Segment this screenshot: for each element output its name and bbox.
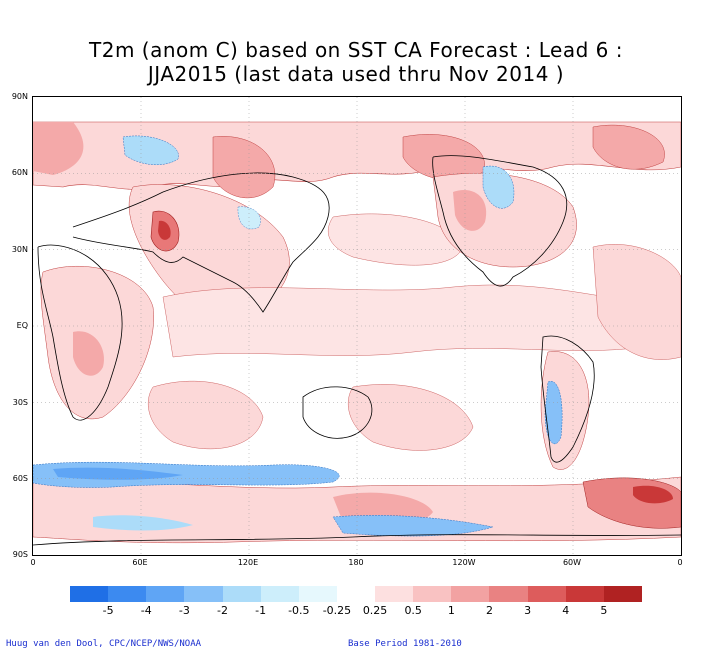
colorbar-label: -1 xyxy=(255,604,267,617)
colorbar-segment xyxy=(565,586,605,602)
colorbar-label: 5 xyxy=(600,604,608,617)
colorbar-label: -2 xyxy=(217,604,229,617)
colorbar-label: 0.25 xyxy=(362,604,388,617)
lat-tick-90n: 90N xyxy=(11,92,28,101)
colorbar-label: 1 xyxy=(447,604,455,617)
colorbar-segment xyxy=(489,586,529,602)
colorbar-label: -3 xyxy=(178,604,190,617)
lon-tick-60e: 60E xyxy=(132,558,148,567)
colorbar-label: 0.5 xyxy=(404,604,422,617)
colorbar-label: 4 xyxy=(562,604,570,617)
lat-tick-eq: EQ xyxy=(16,321,28,330)
lon-tick-120e: 120E xyxy=(237,558,259,567)
lon-tick-180: 180 xyxy=(348,558,364,567)
colorbar-label: 2 xyxy=(485,604,493,617)
lat-tick-30n: 30N xyxy=(11,245,28,254)
lon-tick-0-end: 0 xyxy=(677,558,683,567)
footer-base-period: Base Period 1981-2010 xyxy=(348,639,462,649)
colorbar-label: 3 xyxy=(524,604,532,617)
lon-tick-120w: 120W xyxy=(452,558,476,567)
colorbar-segment xyxy=(603,586,643,602)
colorbar-segment xyxy=(146,586,185,602)
colorbar-label: -0.25 xyxy=(322,604,352,617)
lat-tick-30s: 30S xyxy=(12,398,28,407)
colorbar-segment xyxy=(413,586,452,602)
colorbar-segment xyxy=(184,586,224,602)
graticule xyxy=(33,97,681,555)
cold-anomaly-regions xyxy=(33,135,563,537)
lat-tick-90s: 90S xyxy=(12,550,28,559)
colorbar-segment xyxy=(70,586,109,602)
colorbar-label: -5 xyxy=(102,604,114,617)
title-line-2: JJA2015 (last data used thru Nov 2014 ) xyxy=(147,62,565,86)
footer-credit: Huug van den Dool, CPC/NCEP/NWS/NOAA xyxy=(6,639,202,649)
colorbar-segment xyxy=(336,586,376,602)
colorbar-segment xyxy=(260,586,300,602)
map-canvas xyxy=(33,97,681,555)
lat-tick-60n: 60N xyxy=(11,168,28,177)
colorbar-segment xyxy=(375,586,414,602)
anomaly-map xyxy=(32,96,682,556)
colorbar-segment xyxy=(451,586,490,602)
colorbar-label: -4 xyxy=(140,604,152,617)
colorbar xyxy=(70,586,643,604)
colorbar-label: -0.5 xyxy=(288,604,310,617)
lat-tick-60s: 60S xyxy=(12,474,28,483)
title-line-1: T2m (anom C) based on SST CA Forecast : … xyxy=(89,38,623,62)
colorbar-segment xyxy=(527,586,567,602)
colorbar-segment xyxy=(108,586,147,602)
lon-tick-60w: 60W xyxy=(562,558,582,567)
lon-tick-0: 0 xyxy=(30,558,36,567)
colorbar-segment xyxy=(222,586,262,602)
coastlines xyxy=(33,155,681,546)
colorbar-segment xyxy=(298,586,338,602)
